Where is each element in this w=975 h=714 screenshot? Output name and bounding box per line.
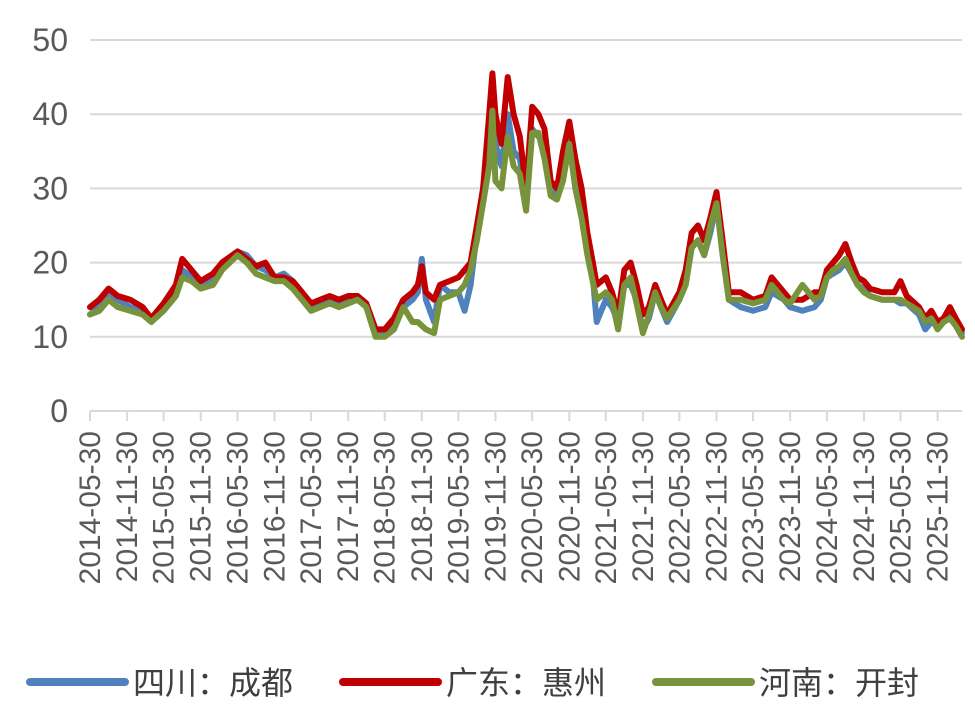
y-tick-label: 30 xyxy=(32,170,68,206)
x-tick-label: 2025-11-30 xyxy=(922,431,955,582)
y-tick-label: 0 xyxy=(50,393,68,429)
x-tick-label: 2014-05-30 xyxy=(74,431,107,584)
series-line-2 xyxy=(87,70,965,333)
x-tick-label: 2017-11-30 xyxy=(332,431,365,582)
x-tick-label: 2023-11-30 xyxy=(774,431,807,582)
x-tick-label: 2017-05-30 xyxy=(295,431,328,584)
y-tick-label: 40 xyxy=(32,96,68,132)
x-tick-label: 2016-11-30 xyxy=(259,431,292,582)
legend-item-1: 四川：成都 xyxy=(26,664,293,702)
legend-item-2: 广东：惠州 xyxy=(339,664,606,702)
x-tick-label: 2015-11-30 xyxy=(185,431,218,582)
y-tick-label: 10 xyxy=(32,319,68,355)
x-tick-label: 2015-05-30 xyxy=(148,431,181,584)
series-line-3 xyxy=(87,107,965,340)
x-tick-label: 2023-05-30 xyxy=(737,431,770,584)
legend: 四川：成都 广东：惠州 河南：开封 xyxy=(26,664,919,702)
y-tick-label: 50 xyxy=(32,22,68,58)
x-tick-label: 2018-05-30 xyxy=(369,431,402,584)
x-tick-label: 2019-05-30 xyxy=(442,431,475,584)
x-tick-label: 2021-05-30 xyxy=(590,431,623,584)
legend-item-3: 河南：开封 xyxy=(652,664,919,702)
x-tick-label: 2021-11-30 xyxy=(627,431,660,582)
x-tick-label: 2025-05-30 xyxy=(884,431,917,584)
x-tick-label: 2024-05-30 xyxy=(811,431,844,584)
legend-label: 河南：开封 xyxy=(759,664,919,702)
y-axis-ticks: 0 10 20 30 40 50 xyxy=(32,22,68,429)
x-tick-label: 2018-11-30 xyxy=(406,431,439,582)
x-tick-label: 2020-11-30 xyxy=(553,431,586,582)
x-axis-ticks: 2014-05-30 2014-11-30 2015-05-30 2015-11-30… xyxy=(74,411,955,584)
x-tick-label: 2016-05-30 xyxy=(221,431,254,584)
legend-label: 四川：成都 xyxy=(133,664,293,702)
x-tick-label: 2019-11-30 xyxy=(479,431,512,582)
x-tick-label: 2024-11-30 xyxy=(848,431,881,582)
x-tick-label: 2022-05-30 xyxy=(663,431,696,584)
series-lines xyxy=(87,70,965,340)
x-tick-label: 2020-05-30 xyxy=(516,431,549,584)
x-tick-label: 2022-11-30 xyxy=(701,431,734,582)
legend-label: 广东：惠州 xyxy=(446,664,606,702)
y-tick-label: 20 xyxy=(32,245,68,281)
x-tick-label: 2014-11-30 xyxy=(111,431,144,582)
